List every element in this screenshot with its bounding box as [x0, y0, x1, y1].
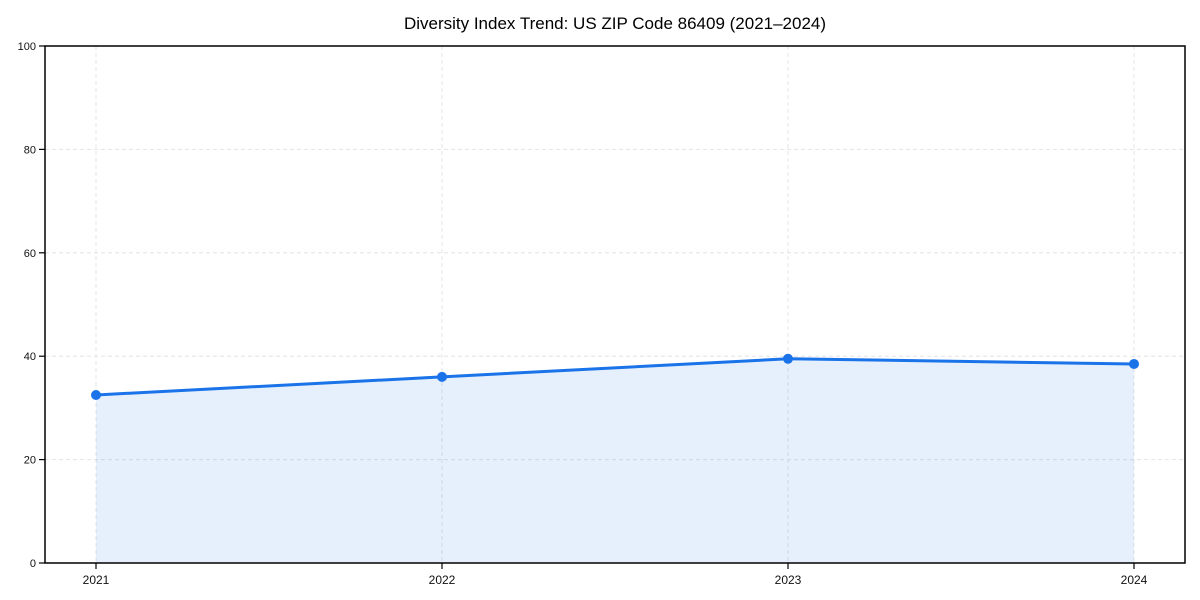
x-axis-tick-label: 2022 [429, 573, 456, 587]
data-point [437, 371, 447, 382]
chart-title: Diversity Index Trend: US ZIP Code 86409… [403, 14, 827, 33]
data-point [1129, 358, 1139, 369]
data-point [783, 353, 793, 364]
x-axis-tick-label: 2021 [83, 573, 110, 587]
y-axis-tick-label: 40 [24, 351, 36, 363]
trend-line [94, 357, 1136, 397]
x-axis-tick-label: 2024 [1121, 573, 1148, 587]
y-axis-tick-label: 80 [24, 144, 36, 156]
y-axis-tick-label: 0 [30, 558, 36, 570]
data-point [91, 389, 101, 400]
y-axis-tick-label: 20 [24, 455, 36, 467]
plot-border [44, 45, 1186, 564]
y-axis-tick-label: 100 [18, 41, 36, 53]
x-axis-tick-label: 2023 [775, 573, 802, 587]
area-fill [96, 358, 1134, 563]
y-axis-tick-label: 60 [24, 248, 36, 260]
